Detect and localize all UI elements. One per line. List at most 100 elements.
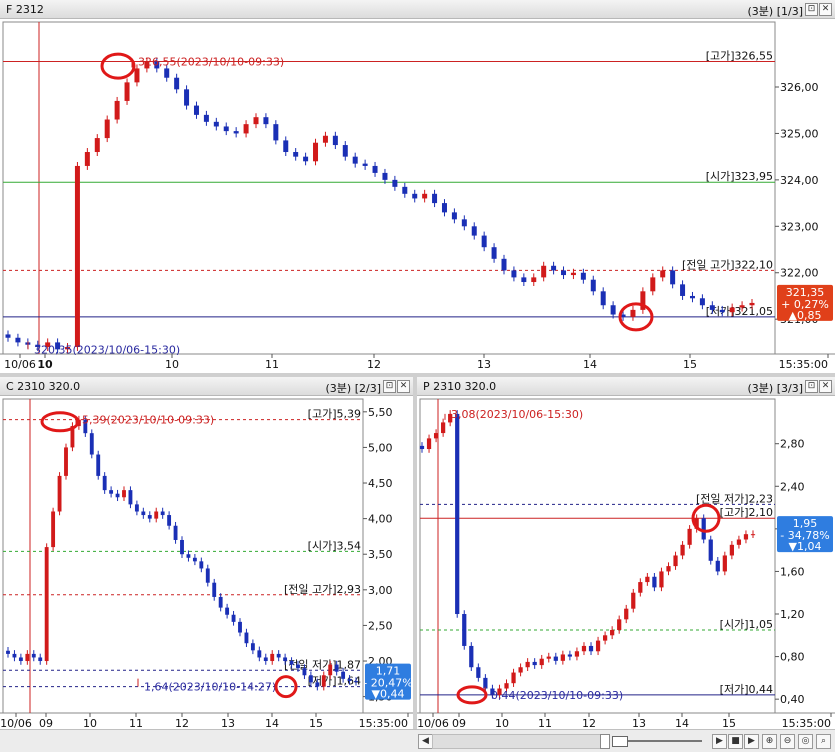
- y-tick-label: 0,80: [780, 651, 805, 664]
- x-tick-label: 10/06: [417, 717, 449, 729]
- candle-body: [511, 270, 517, 278]
- call-chart-pane: C 2310 320.0 (3분) [2/3] ⊡ ✕ 5,50 5,00 4,50…: [0, 377, 413, 729]
- pane-close-icon[interactable]: ✕: [397, 380, 410, 393]
- candle-body: [64, 447, 68, 476]
- price-level-label: [전일 고가]322,10: [682, 257, 773, 271]
- candle-body: [631, 592, 636, 609]
- call-option-candlestick-chart[interactable]: 5,505,004,504,003,503,002,502,001,5010/0…: [0, 395, 413, 729]
- candle-body: [419, 445, 425, 450]
- pane-settings-icon[interactable]: ⊡: [805, 3, 818, 16]
- candle-body: [134, 68, 140, 83]
- candle-body: [630, 309, 636, 317]
- candle-body: [313, 142, 319, 162]
- candle-body: [402, 186, 408, 194]
- x-tick-label: 14: [583, 358, 597, 371]
- candle-body: [462, 614, 467, 646]
- zoom-slider-track[interactable]: [622, 740, 702, 742]
- current-change: ▼1,04: [789, 540, 822, 553]
- candle-body: [689, 295, 695, 299]
- candle-body: [154, 61, 160, 69]
- candle-body: [83, 419, 88, 434]
- candle-body: [186, 554, 191, 558]
- zoom-out-icon[interactable]: ⊖: [780, 734, 795, 749]
- candle-body: [650, 277, 656, 292]
- candle-body: [441, 422, 446, 434]
- candle-body: [35, 344, 41, 348]
- candle-body: [270, 653, 275, 662]
- x-tick-label: 15:35:00: [779, 358, 828, 371]
- candle-body: [673, 555, 678, 567]
- magnifier-icon[interactable]: ◎: [798, 734, 813, 749]
- current-price: 1,95: [793, 517, 818, 530]
- candle-body: [180, 539, 184, 555]
- search-icon[interactable]: ⌕: [816, 734, 831, 749]
- zoom-in-icon[interactable]: ⊕: [762, 734, 777, 749]
- candle-body: [352, 156, 358, 164]
- candle-body: [15, 337, 21, 343]
- scroll-track[interactable]: [432, 734, 604, 749]
- annotation-label: 320,35(2023/10/06-15:30): [34, 343, 180, 356]
- candle-body: [164, 68, 170, 78]
- candle-body: [89, 433, 94, 455]
- vertical-splitter[interactable]: [413, 376, 417, 729]
- candle-body: [115, 493, 120, 498]
- pane-close-icon[interactable]: ✕: [819, 380, 832, 393]
- pane-close-icon[interactable]: ✕: [819, 3, 832, 16]
- candle-body: [6, 650, 10, 654]
- candle-body: [469, 645, 474, 668]
- candle-body: [448, 413, 453, 423]
- candle-body: [652, 576, 657, 588]
- top-pane-title: F 2312: [6, 3, 44, 16]
- candle-body: [45, 342, 51, 348]
- candle-body: [670, 270, 676, 285]
- candle-body: [218, 596, 223, 608]
- y-tick-label: 324,00: [780, 174, 819, 187]
- candle-body: [624, 608, 629, 620]
- y-tick-label: 2,40: [780, 480, 805, 493]
- x-tick-label: 14: [265, 717, 279, 729]
- scroll-left-icon[interactable]: ◀: [418, 734, 433, 749]
- candle-body: [347, 678, 352, 681]
- x-tick-label: 15: [683, 358, 697, 371]
- candle-body: [184, 89, 190, 106]
- current-price: 321,35: [786, 286, 825, 299]
- y-tick-label: 2,80: [780, 438, 805, 451]
- scroll-thumb[interactable]: [600, 734, 610, 749]
- price-level-label: [전일 저가]1,87: [284, 657, 361, 671]
- candle-body: [511, 672, 516, 684]
- stop-icon[interactable]: ■: [728, 734, 743, 749]
- horizontal-splitter[interactable]: [0, 373, 835, 377]
- candle-body: [570, 272, 576, 276]
- candle-body: [739, 305, 745, 308]
- x-tick-label: 14: [675, 717, 689, 729]
- highlight-circle: [40, 411, 80, 433]
- candle-body: [560, 654, 565, 661]
- candle-body: [729, 307, 735, 313]
- candle-body: [283, 140, 289, 153]
- candle-body: [719, 309, 725, 313]
- pane-settings-icon[interactable]: ⊡: [805, 380, 818, 393]
- candle-body: [743, 534, 749, 540]
- pane-settings-icon[interactable]: ⊡: [383, 380, 396, 393]
- candle-body: [412, 193, 418, 199]
- candle-body: [147, 515, 152, 519]
- current-change: ▼0,44: [372, 688, 405, 701]
- x-tick-label: 09: [452, 717, 466, 729]
- price-level-label: [시가]323,95: [706, 170, 773, 183]
- highlight-circle: [274, 675, 298, 699]
- play-icon[interactable]: ▶: [744, 734, 759, 749]
- x-tick-label: 12: [175, 717, 189, 729]
- scroll-right-icon[interactable]: ▶: [712, 734, 727, 749]
- y-tick-label: 1,20: [780, 608, 805, 621]
- put-option-candlestick-chart[interactable]: 2,802,402,001,601,200,800,4010/060910111…: [417, 395, 835, 729]
- futures-candlestick-chart[interactable]: 326,00325,00324,00323,00322,00321,0010/0…: [0, 18, 835, 373]
- candle-body: [160, 511, 165, 516]
- candle-body: [128, 490, 133, 505]
- candle-body: [595, 640, 601, 652]
- y-tick-label: 5,50: [368, 406, 393, 419]
- candle-body: [342, 145, 348, 157]
- candle-body: [521, 277, 527, 283]
- candle-body: [532, 661, 537, 666]
- zoom-slider-knob[interactable]: [612, 736, 628, 747]
- candle-body: [709, 305, 715, 310]
